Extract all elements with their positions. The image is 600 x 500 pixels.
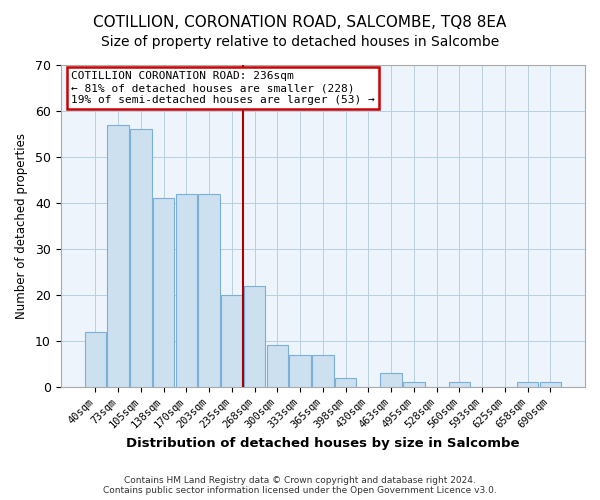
Bar — [130, 130, 152, 386]
Bar — [244, 286, 265, 386]
Y-axis label: Number of detached properties: Number of detached properties — [15, 133, 28, 319]
Bar — [107, 125, 129, 386]
Bar — [289, 354, 311, 386]
Text: Size of property relative to detached houses in Salcombe: Size of property relative to detached ho… — [101, 35, 499, 49]
Bar — [198, 194, 220, 386]
Bar — [266, 346, 288, 387]
Bar — [449, 382, 470, 386]
Bar — [335, 378, 356, 386]
Bar — [380, 373, 402, 386]
Bar — [539, 382, 561, 386]
Bar — [176, 194, 197, 386]
Bar — [312, 354, 334, 386]
Text: Contains HM Land Registry data © Crown copyright and database right 2024.
Contai: Contains HM Land Registry data © Crown c… — [103, 476, 497, 495]
Text: COTILLION CORONATION ROAD: 236sqm
← 81% of detached houses are smaller (228)
19%: COTILLION CORONATION ROAD: 236sqm ← 81% … — [71, 72, 375, 104]
Text: COTILLION, CORONATION ROAD, SALCOMBE, TQ8 8EA: COTILLION, CORONATION ROAD, SALCOMBE, TQ… — [94, 15, 506, 30]
Bar — [85, 332, 106, 386]
Bar — [403, 382, 425, 386]
X-axis label: Distribution of detached houses by size in Salcombe: Distribution of detached houses by size … — [126, 437, 520, 450]
Bar — [221, 295, 242, 386]
Bar — [153, 198, 175, 386]
Bar — [517, 382, 538, 386]
